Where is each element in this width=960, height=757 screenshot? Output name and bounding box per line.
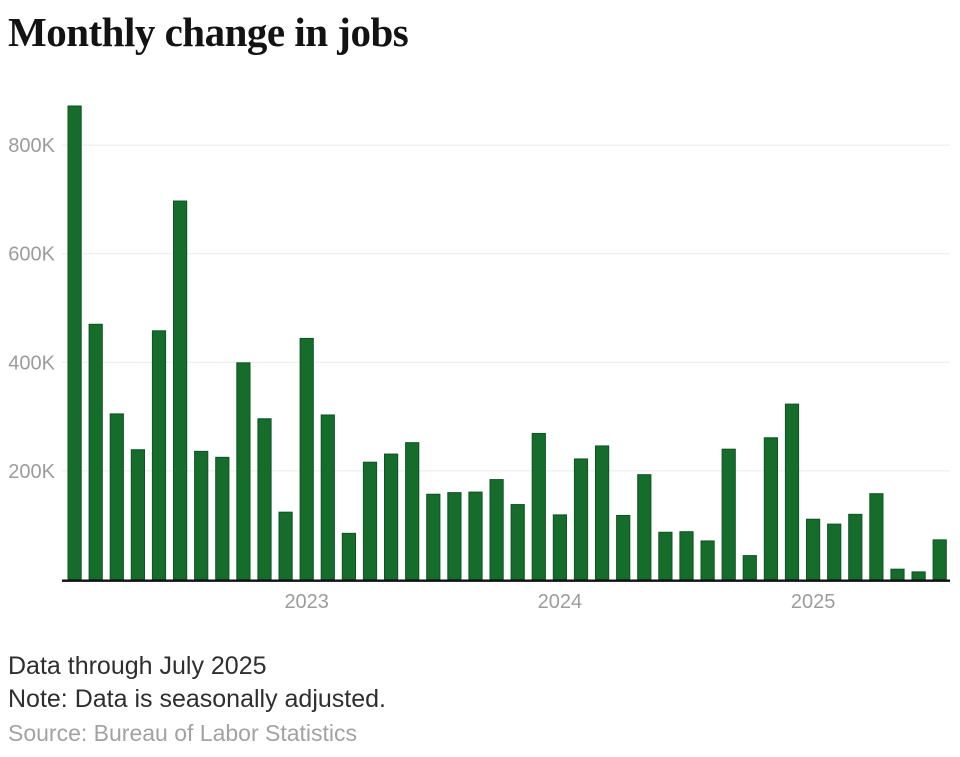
bar [362,461,378,581]
bar [616,514,631,580]
x-axis-year-label: 2025 [791,591,836,613]
bar [88,323,103,580]
bar [109,413,124,581]
x-axis-year-label: 2024 [538,591,583,613]
y-axis-tick-label: 400K [8,352,55,374]
bar [700,540,715,580]
bar [932,539,947,580]
x-axis-year-label: 2023 [284,591,329,613]
bar [911,571,926,581]
bar [637,474,652,580]
y-axis-tick-label: 600K [8,244,55,266]
bar [320,414,335,581]
y-axis-tick-label: 200K [8,461,55,483]
seasonal-adjustment-note: Note: Data is seasonally adjusted. [8,685,386,713]
bar [890,568,905,581]
bar [658,531,673,581]
bar [531,432,546,581]
bar [278,511,293,580]
chart-title: Monthly change in jobs [8,9,409,55]
bar [806,518,821,580]
bar [742,555,757,581]
bar [552,514,567,580]
bar [869,493,884,580]
bar [215,456,230,581]
bar [151,330,167,580]
bar [595,445,610,580]
bar [130,449,146,580]
bar [405,442,420,580]
bar [384,453,399,580]
bar [468,491,483,580]
y-axis-tick-label: 800K [8,135,55,157]
bar [510,504,525,581]
data-through-note: Data through July 2025 [8,652,267,680]
bar [763,437,778,581]
bar [426,493,441,580]
bar [679,531,694,581]
bar [194,450,209,580]
bar [257,418,272,580]
bar [341,532,356,580]
bar [173,200,188,581]
bar [573,458,589,581]
bar [67,105,82,581]
monthly-jobs-bar-chart: 200K 400K 600K 800K 2023 2024 2025 [8,105,950,613]
bar [721,448,736,580]
bar [447,492,462,580]
bar [848,513,863,580]
bar [827,523,842,581]
source-credit: Source: Bureau of Labor Statistics [8,720,358,746]
bar [489,479,504,581]
bar [784,403,800,580]
bar [236,362,251,580]
bar [299,337,314,580]
